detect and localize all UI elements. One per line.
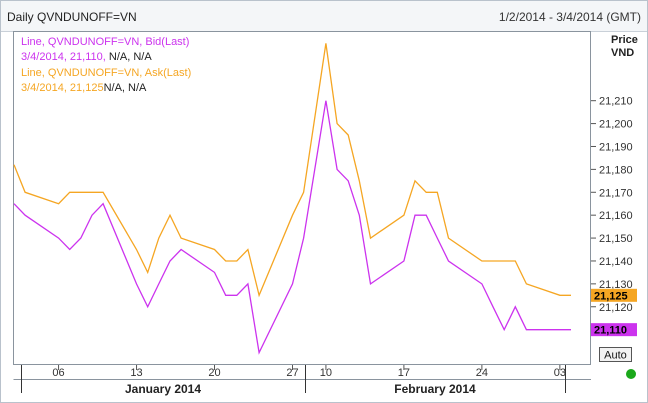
month-labels: January 2014 February 2014 <box>125 382 476 396</box>
last-value-tag-ask: 21,125 <box>591 288 637 302</box>
series-lines <box>13 43 571 355</box>
legend-bid-values: 3/4/2014, 21,110, N/A, N/A <box>21 51 152 63</box>
month-label: January 2014 <box>125 382 201 396</box>
x-tick-label: 20 <box>208 367 220 379</box>
series-line-bid-last[interactable] <box>13 100 571 355</box>
y-tick-label: 21,150 <box>599 233 633 245</box>
auto-button-label[interactable]: Auto <box>604 350 627 362</box>
price-axis-title: Price <box>611 34 638 46</box>
x-tick-label: 03 <box>554 367 566 379</box>
x-tick-label: 13 <box>130 367 142 379</box>
y-tick-label: 21,190 <box>599 141 633 153</box>
x-tick-label: 10 <box>320 367 332 379</box>
x-tick-label: 27 <box>286 367 298 379</box>
last-value-tag-bid-text: 21,110 <box>594 325 627 337</box>
last-value-tag-ask-text: 21,125 <box>594 290 628 302</box>
auto-scale-button[interactable]: Auto <box>599 347 632 362</box>
x-tick-label: 24 <box>476 367 488 379</box>
series-line-ask-last[interactable] <box>13 43 571 298</box>
y-tick-label: 21,170 <box>599 187 633 199</box>
auto-button-frame[interactable] <box>599 347 632 362</box>
legend-ask-values: 3/4/2014, 21,125N/A, N/A <box>21 82 147 94</box>
y-tick-label: 21,200 <box>599 119 633 131</box>
legend-ask-series: Line, QVNDUNOFF=VN, Ask(Last) <box>21 67 191 79</box>
legend-bid-series: Line, QVNDUNOFF=VN, Bid(Last) <box>21 36 189 48</box>
legend-ask-extra: N/A, N/A <box>104 82 147 94</box>
x-axis-ticks: 06 13 20 27 10 17 24 03 <box>52 365 566 379</box>
last-value-tag-bid-bg <box>591 323 637 337</box>
connection-status-indicator <box>626 369 636 379</box>
last-value-tag-bid: 21,110 <box>591 323 637 337</box>
y-tick-label: 21,160 <box>599 210 633 222</box>
y-tick-label: 21,130 <box>599 279 633 291</box>
legend-ask-value: 3/4/2014, 21,125 <box>21 82 104 94</box>
x-tick-label: 17 <box>398 367 410 379</box>
last-value-tag-ask-bg <box>591 288 637 302</box>
price-axis-panel <box>591 32 647 365</box>
header-bar <box>1 1 647 31</box>
date-range: 1/2/2014 - 3/4/2014 (GMT) <box>499 10 641 24</box>
y-tick-label: 21,120 <box>599 302 633 314</box>
legend-bid-value: 3/4/2014, 21,110, <box>21 51 106 63</box>
legend: Line, QVNDUNOFF=VN, Bid(Last) 3/4/2014, … <box>21 36 191 94</box>
y-tick-label: 21,180 <box>599 164 633 176</box>
y-tick-label: 21,140 <box>599 256 633 268</box>
chart-title: Daily QVNDUNOFF=VN <box>7 10 137 24</box>
legend-bid-extra: N/A, N/A <box>106 51 153 63</box>
y-axis-ticks: 21,120 21,130 21,140 21,150 21,160 21,170 21,1… <box>591 96 633 314</box>
y-tick-label: 21,210 <box>599 96 633 108</box>
month-label: February 2014 <box>394 382 476 396</box>
price-axis-unit: VND <box>611 47 634 59</box>
x-tick-label: 06 <box>52 367 64 379</box>
